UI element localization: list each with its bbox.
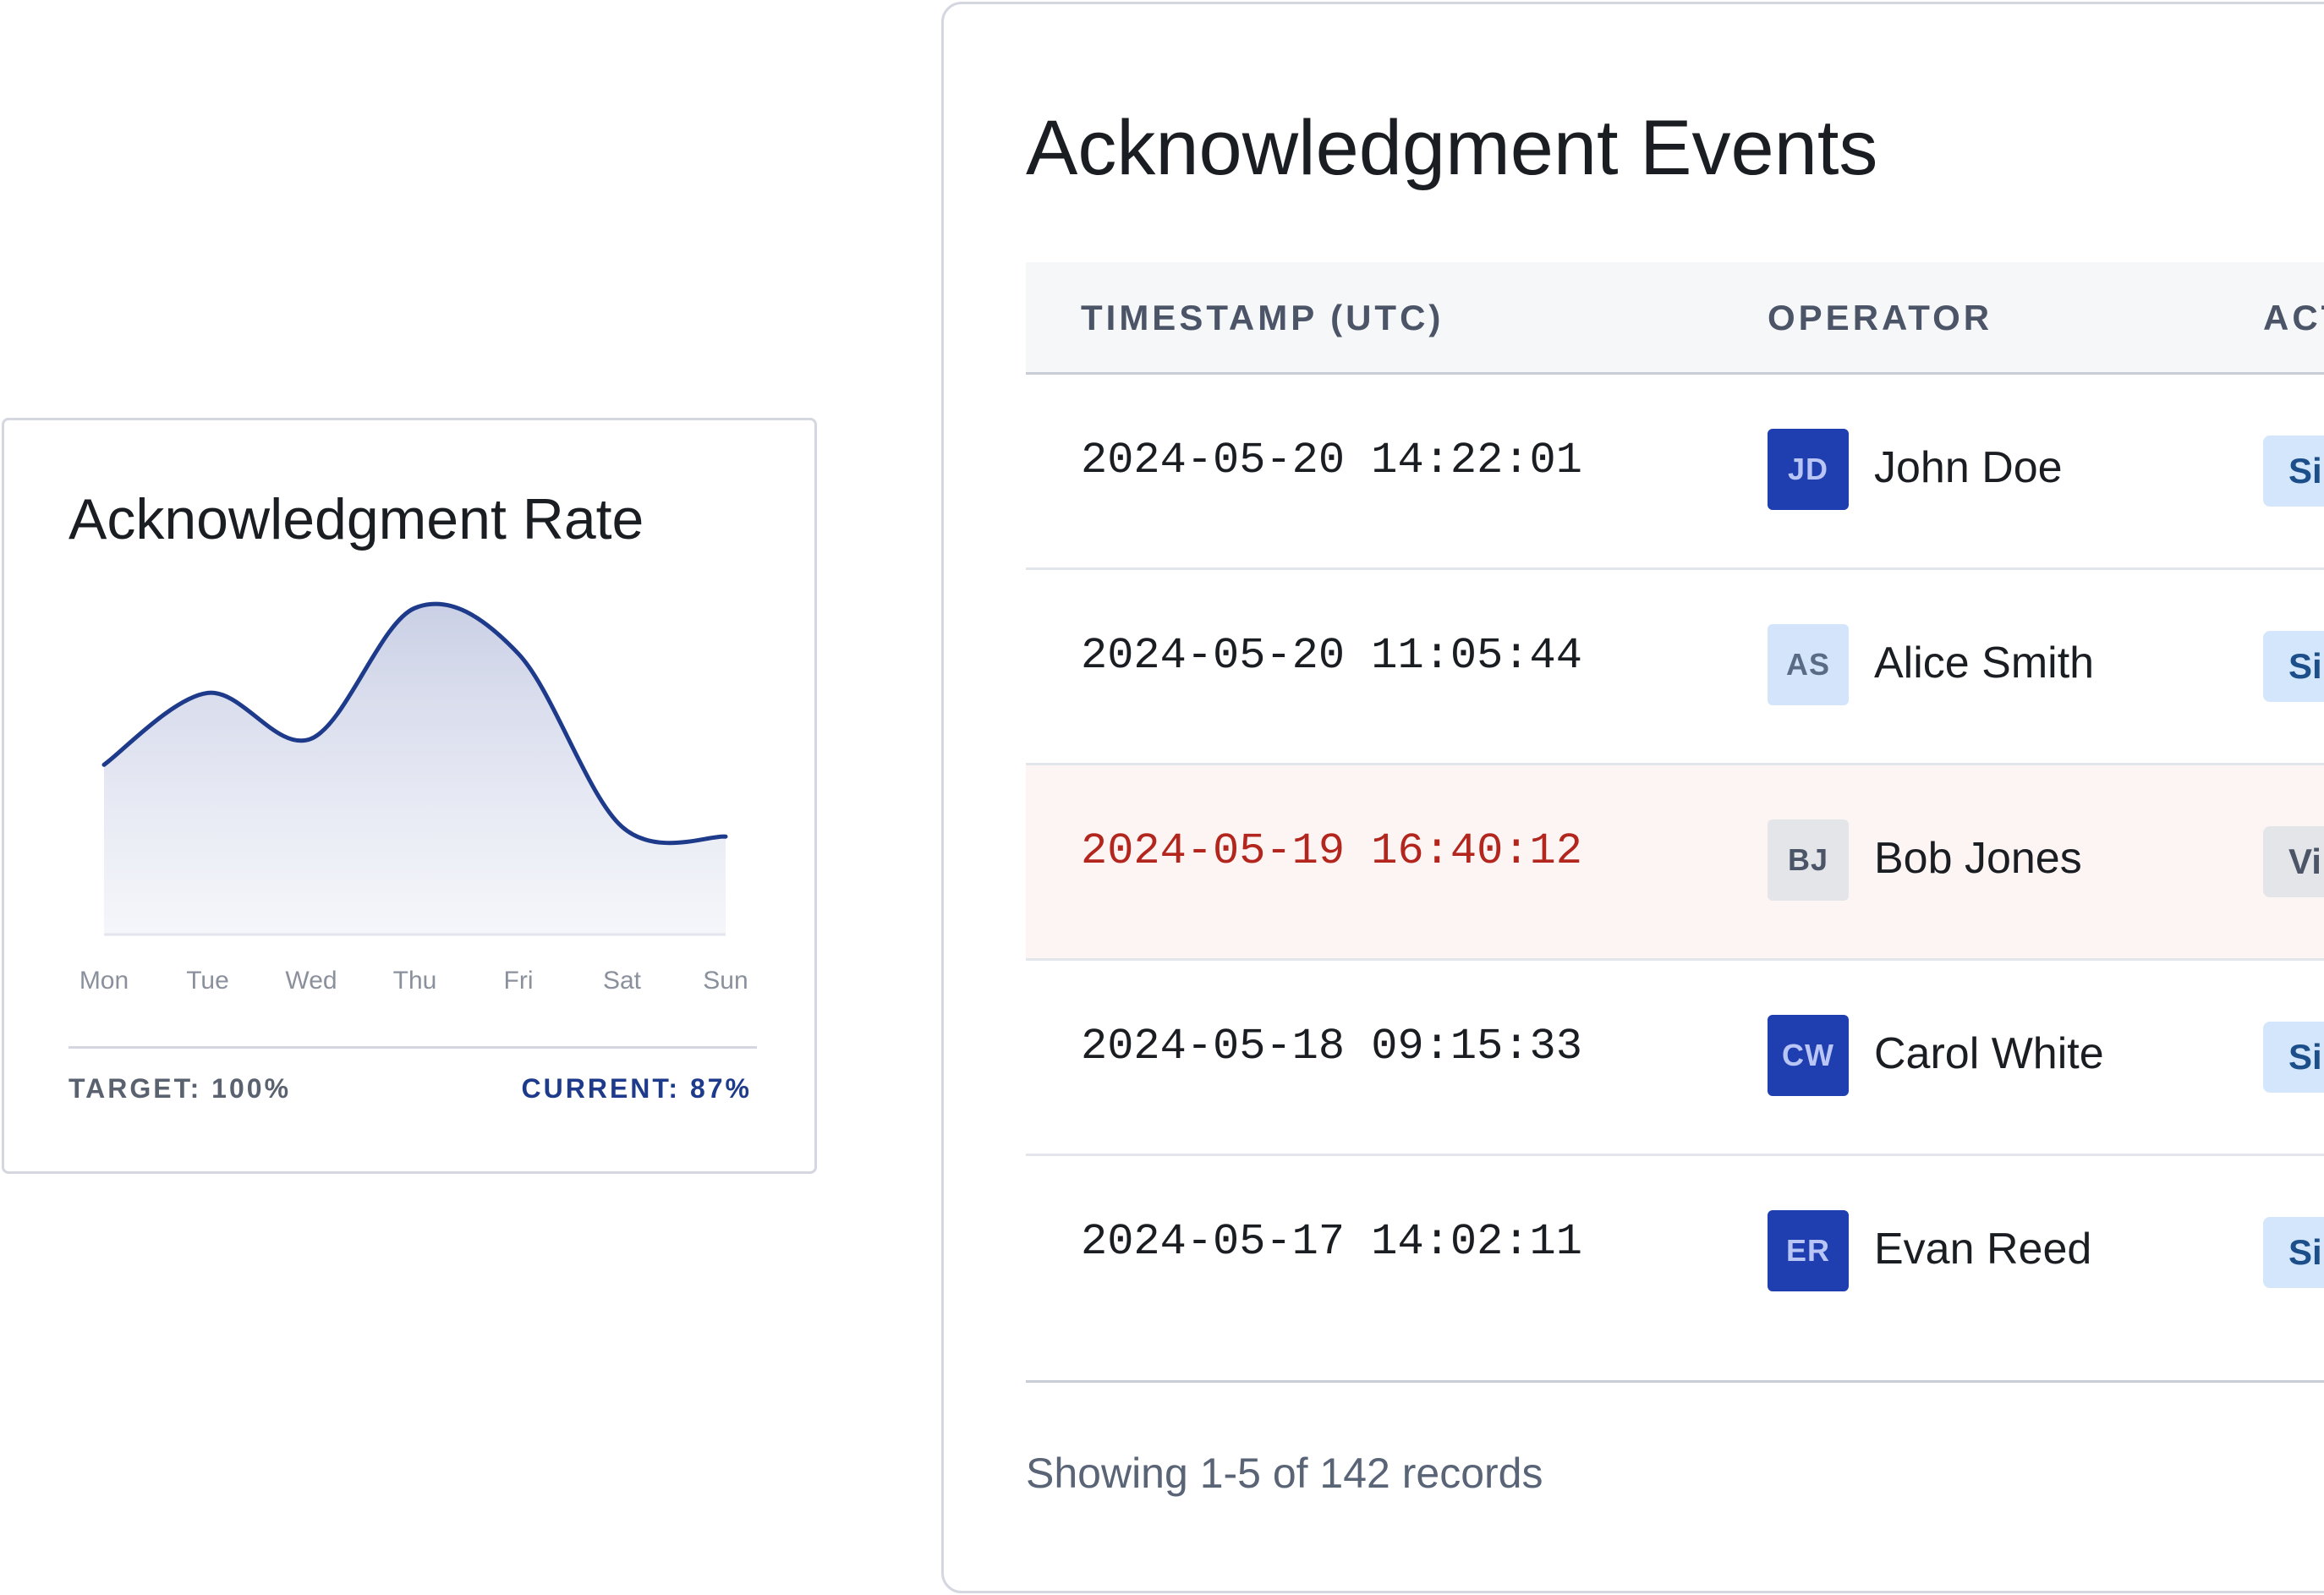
current-rate-label: CURRENT: 87% [521,1073,752,1104]
rate-card-divider [69,1046,757,1049]
column-header-action[interactable]: ACT [2263,298,2324,337]
chart-area-fill [104,604,726,935]
action-badge[interactable]: Si [2263,1022,2324,1093]
operator-name: John Doe [1874,443,2063,492]
timestamp-cell: 2024-05-20 14:22:01 [1081,436,1582,485]
action-badge[interactable]: Vi [2263,826,2324,897]
avatar: AS [1768,624,1849,705]
action-badge[interactable]: Si [2263,436,2324,507]
chart-series-line [101,601,728,846]
x-tick-label-fri: Fri [504,967,534,995]
operator-name: Alice Smith [1874,639,2095,688]
column-header-operator[interactable]: OPERATOR [1768,298,1993,337]
operator-name: Bob Jones [1874,834,2082,883]
events-card-title: Acknowledgment Events [1026,105,1878,191]
events-table-body: 2024-05-20 14:22:01 JD John Doe Si 2024-… [1026,375,2324,1349]
action-badge[interactable]: Si [2263,1217,2324,1288]
timestamp-cell: 2024-05-20 11:05:44 [1081,631,1582,681]
acknowledgment-rate-chart: Mon Tue Wed Thu Fri Sat Sun [79,601,748,995]
x-tick-label-wed: Wed [285,967,337,995]
table-footer-divider [1026,1380,2324,1383]
x-tick-label-tue: Tue [186,967,229,995]
x-tick-label-sun: Sun [703,967,748,995]
avatar: CW [1768,1015,1849,1096]
table-row[interactable]: 2024-05-18 09:15:33 CW Carol White Si [1026,961,2324,1156]
table-row-alert[interactable]: 2024-05-19 16:40:12 BJ Bob Jones Vi [1026,765,2324,961]
avatar: BJ [1768,819,1849,901]
acknowledgment-rate-card: Acknowledgment Rate Mon Tue Wed Thu Fri Sat Su… [2,418,817,1174]
events-table-header: TIMESTAMP (UTC) OPERATOR ACT [1026,262,2324,375]
column-header-timestamp[interactable]: TIMESTAMP (UTC) [1081,298,1444,337]
target-rate-label: TARGET: 100% [69,1073,292,1104]
timestamp-cell: 2024-05-17 14:02:11 [1081,1217,1582,1267]
timestamp-cell: 2024-05-18 09:15:33 [1081,1022,1582,1072]
avatar: JD [1768,429,1849,510]
acknowledgment-events-card: Acknowledgment Events TIMESTAMP (UTC) OP… [941,2,2324,1593]
pagination-summary: Showing 1-5 of 142 records [1026,1450,1543,1497]
timestamp-cell: 2024-05-19 16:40:12 [1081,826,1582,876]
avatar: ER [1768,1210,1849,1291]
operator-name: Carol White [1874,1029,2104,1078]
x-tick-label-sat: Sat [603,967,642,995]
table-row[interactable]: 2024-05-20 11:05:44 AS Alice Smith Si [1026,570,2324,765]
x-tick-label-mon: Mon [79,967,129,995]
action-badge[interactable]: Si [2263,631,2324,702]
table-row[interactable]: 2024-05-17 14:02:11 ER Evan Reed Si [1026,1156,2324,1349]
operator-name: Evan Reed [1874,1225,2092,1274]
x-tick-label-thu: Thu [393,967,437,995]
table-row[interactable]: 2024-05-20 14:22:01 JD John Doe Si [1026,375,2324,570]
rate-card-title: Acknowledgment Rate [69,487,644,551]
